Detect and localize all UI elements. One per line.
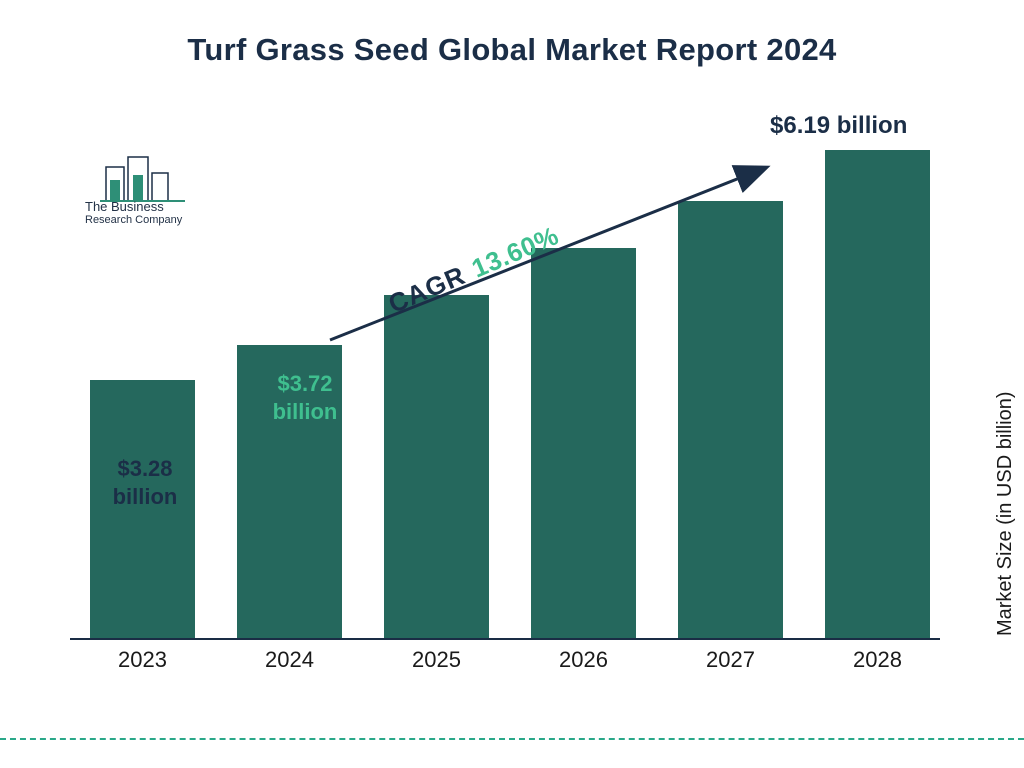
footer-divider: [0, 738, 1024, 740]
bar-plot: 202320242025202620272028: [70, 120, 940, 640]
chart-area: 2023 2024 2025 2026 2027 2028: [70, 120, 940, 680]
value-label-2028: $6.19 billion: [770, 112, 907, 140]
x-tick-2027: 2027: [678, 647, 783, 673]
bar-2025: [384, 295, 489, 638]
value-label-2023: $3.28billion: [80, 455, 210, 510]
x-tick-2025: 2025: [384, 647, 489, 673]
bar-2027: [678, 201, 783, 638]
bar-2028: [825, 150, 930, 638]
x-tick-2028: 2028: [825, 647, 930, 673]
x-tick-2023: 2023: [90, 647, 195, 673]
bar-2026: [531, 248, 636, 638]
x-tick-2026: 2026: [531, 647, 636, 673]
chart-title: Turf Grass Seed Global Market Report 202…: [0, 0, 1024, 68]
y-axis-label: Market Size (in USD billion): [995, 392, 1018, 637]
x-tick-2024: 2024: [237, 647, 342, 673]
value-label-2024: $3.72billion: [240, 370, 370, 425]
